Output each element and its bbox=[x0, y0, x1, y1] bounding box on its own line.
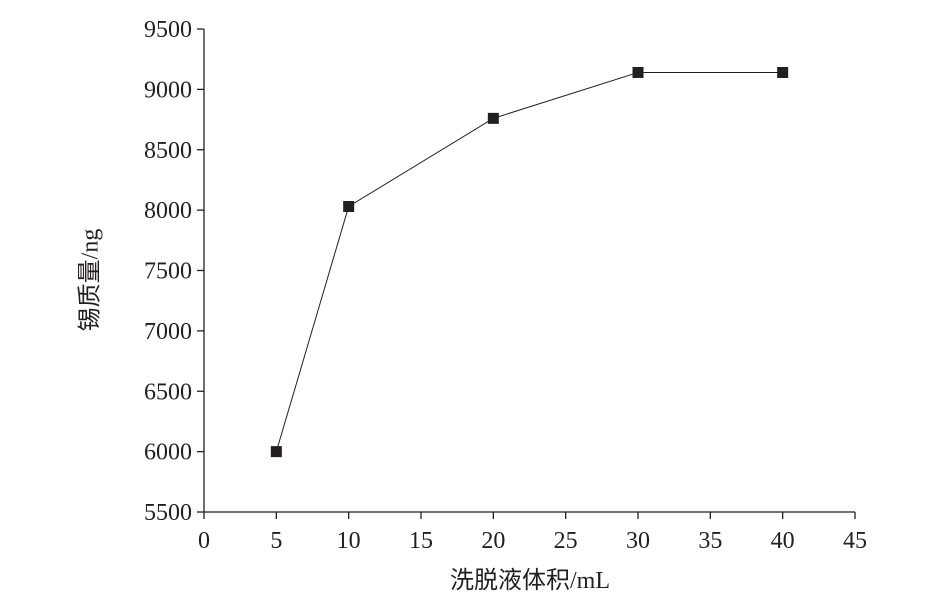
x-tick-label: 45 bbox=[843, 528, 867, 554]
x-tick-label: 25 bbox=[554, 528, 578, 554]
x-tick-label: 15 bbox=[409, 528, 433, 554]
y-tick-label: 7500 bbox=[144, 259, 192, 285]
point-marker bbox=[487, 112, 499, 124]
x-axis-label: 洗脱液体积/mL bbox=[450, 567, 610, 594]
point-marker bbox=[777, 66, 789, 78]
y-tick-label: 9000 bbox=[144, 77, 192, 103]
y-tick-label: 7000 bbox=[144, 319, 192, 345]
x-tick-label: 0 bbox=[198, 528, 210, 554]
y-tick-label: 8000 bbox=[144, 198, 192, 224]
x-tick-label: 30 bbox=[626, 528, 650, 554]
y-tick-label: 6500 bbox=[144, 379, 192, 405]
x-tick-label: 10 bbox=[337, 528, 361, 554]
y-tick-label: 6000 bbox=[144, 440, 192, 466]
y-tick-label: 9500 bbox=[144, 17, 192, 43]
y-tick-label: 8500 bbox=[144, 138, 192, 164]
series-line bbox=[275, 71, 783, 452]
y-axis-label: 锡质量/ng bbox=[77, 229, 104, 332]
x-tick-label: 35 bbox=[698, 528, 722, 554]
x-tick-label: 5 bbox=[270, 528, 282, 554]
point-marker bbox=[343, 201, 355, 213]
point-marker bbox=[270, 446, 282, 458]
y-tick-label: 5500 bbox=[144, 500, 192, 526]
x-tick-label: 20 bbox=[481, 528, 505, 554]
x-tick-label: 40 bbox=[771, 528, 795, 554]
point-marker bbox=[632, 66, 644, 78]
